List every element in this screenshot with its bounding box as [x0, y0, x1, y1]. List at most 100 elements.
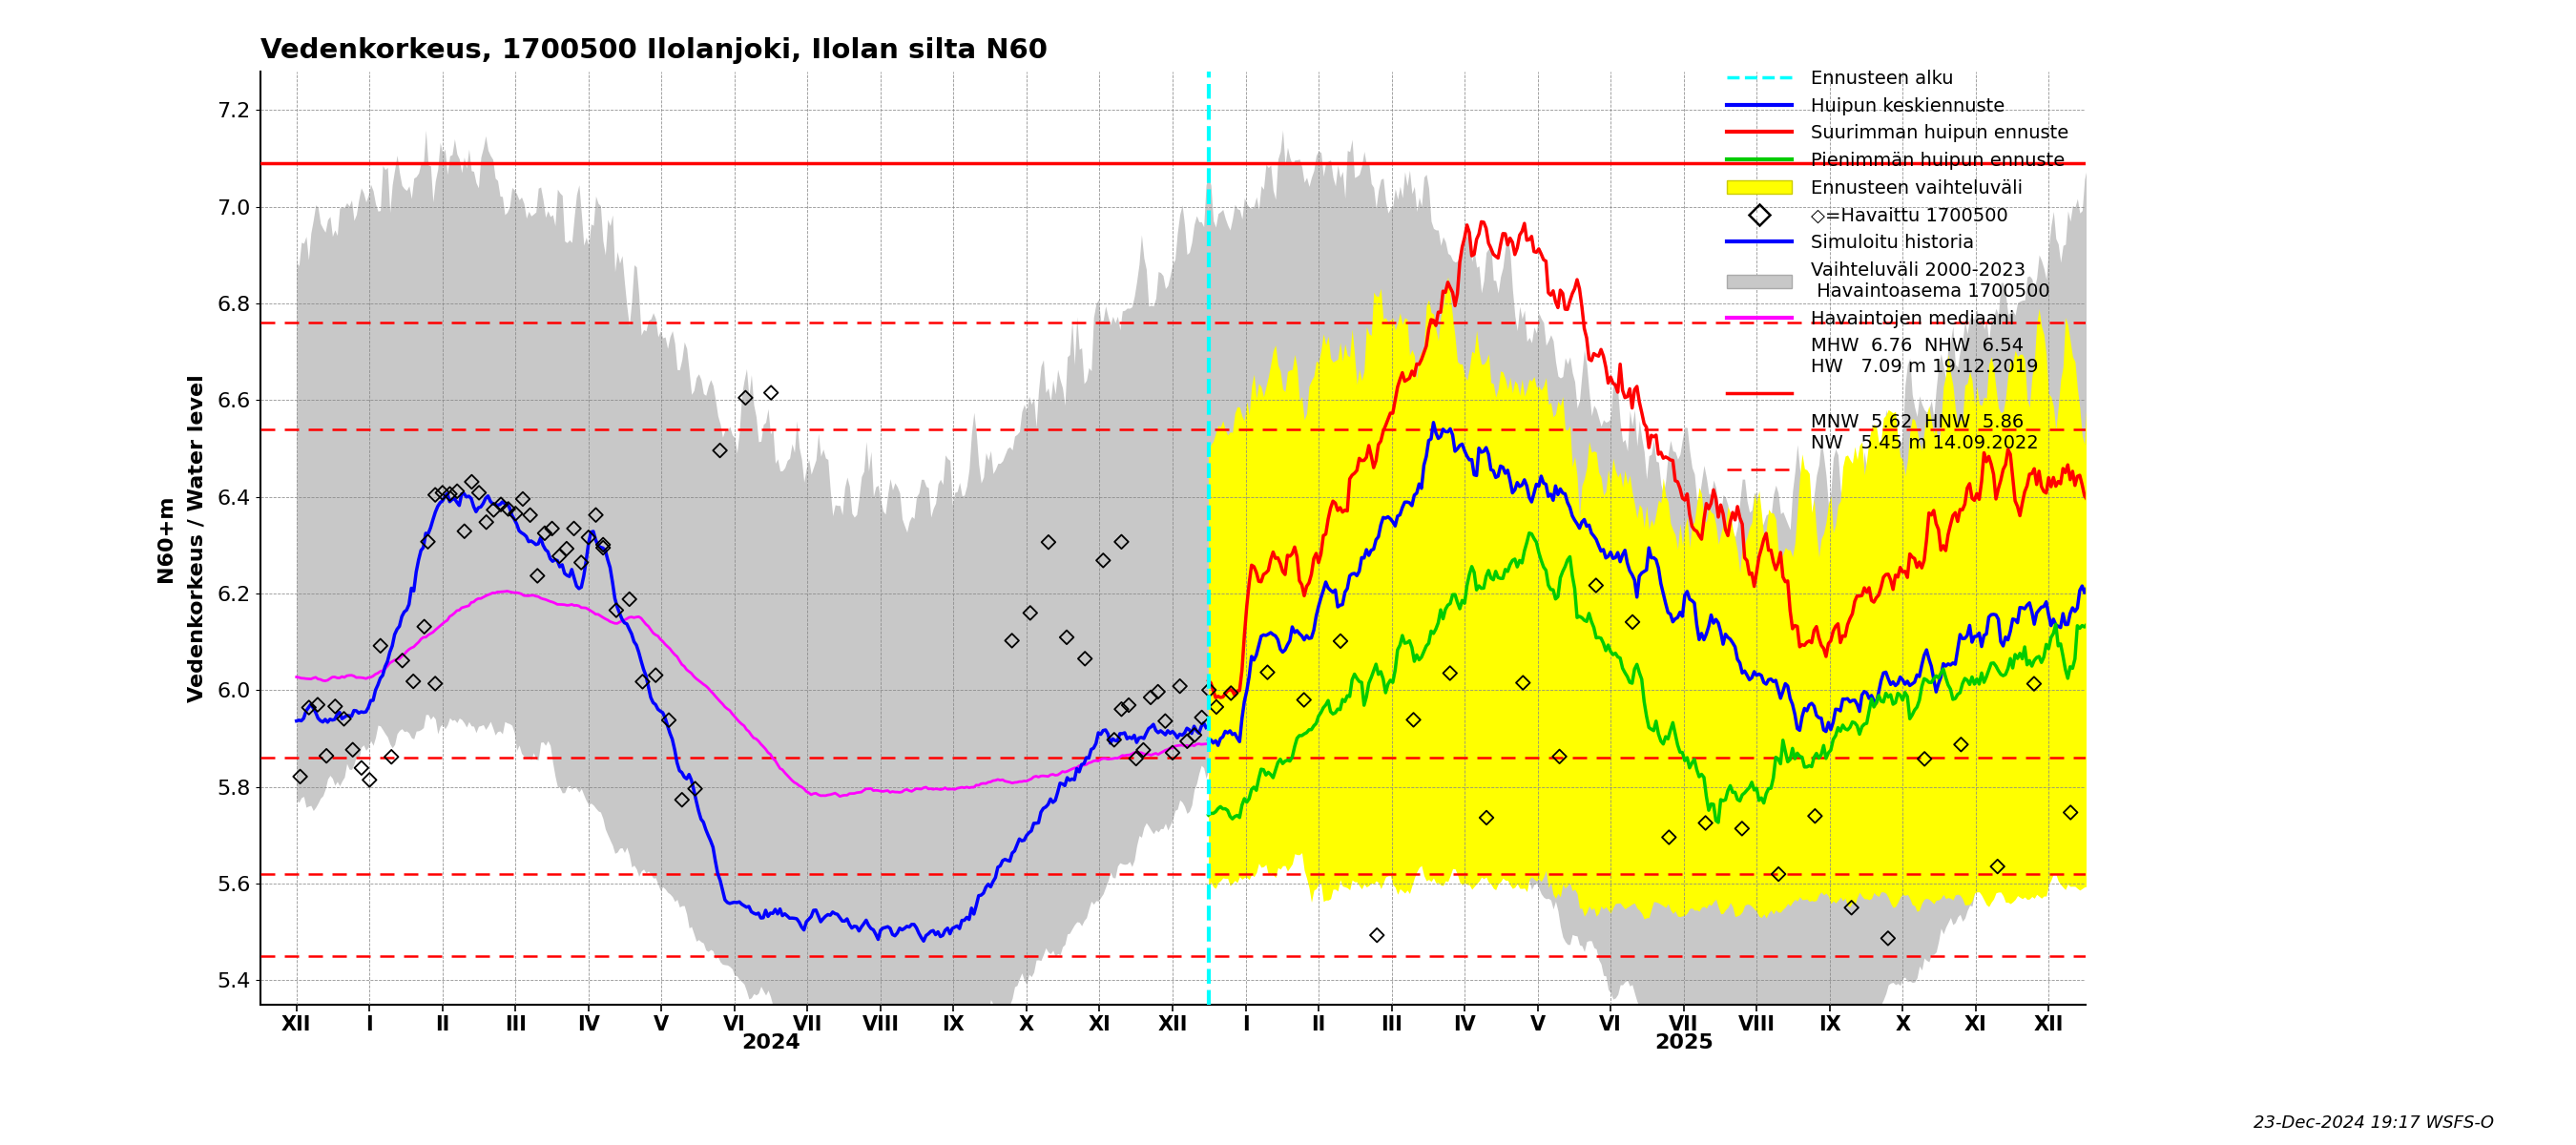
- Point: [479, 496, 520, 514]
- Point: [1139, 682, 1180, 701]
- Point: [1123, 741, 1164, 759]
- Point: [1151, 743, 1193, 761]
- Point: [531, 520, 572, 538]
- Point: [1721, 820, 1762, 838]
- Point: [422, 483, 464, 502]
- Point: [487, 500, 528, 519]
- Point: [502, 490, 544, 508]
- Point: [415, 674, 456, 693]
- Point: [595, 601, 636, 619]
- Point: [546, 539, 587, 558]
- Point: [495, 505, 536, 523]
- Point: [1064, 649, 1105, 668]
- Point: [1538, 748, 1579, 766]
- Text: Vedenkorkeus, 1700500 Ilolanjoki, Ilolan silta N60: Vedenkorkeus, 1700500 Ilolanjoki, Ilolan…: [260, 37, 1046, 64]
- Point: [1247, 663, 1288, 681]
- Point: [582, 536, 623, 554]
- Point: [404, 617, 446, 635]
- Point: [510, 506, 551, 524]
- Point: [1832, 899, 1873, 917]
- Point: [443, 522, 484, 540]
- Point: [1100, 532, 1141, 551]
- Point: [518, 567, 559, 585]
- Point: [698, 441, 739, 459]
- Point: [1131, 688, 1172, 706]
- Point: [554, 520, 595, 538]
- Point: [435, 482, 477, 500]
- Point: [1159, 677, 1200, 695]
- Point: [1010, 603, 1051, 622]
- Point: [523, 524, 564, 543]
- Point: [348, 771, 389, 789]
- Point: [675, 780, 716, 798]
- Point: [296, 695, 337, 713]
- Point: [1868, 929, 1909, 947]
- Point: [1100, 700, 1141, 718]
- Point: [1175, 726, 1216, 744]
- Point: [1319, 632, 1360, 650]
- Point: [1195, 697, 1236, 716]
- Point: [1182, 709, 1224, 727]
- Point: [1430, 664, 1471, 682]
- Point: [1046, 629, 1087, 647]
- Point: [1095, 731, 1136, 749]
- Point: [608, 590, 649, 608]
- Point: [415, 485, 456, 504]
- Point: [992, 631, 1033, 649]
- Point: [562, 553, 603, 571]
- Point: [340, 759, 381, 777]
- Point: [1976, 858, 2017, 876]
- Point: [381, 652, 422, 670]
- Point: [1394, 711, 1435, 729]
- Legend: Ennusteen alku, Huipun keskiennuste, Suurimman huipun ennuste, Pienimmän huipun : Ennusteen alku, Huipun keskiennuste, Suu…: [1721, 62, 2076, 487]
- Point: [325, 710, 366, 728]
- Point: [582, 538, 623, 556]
- Point: [1108, 696, 1149, 714]
- Point: [574, 506, 616, 524]
- Point: [567, 528, 608, 546]
- Point: [621, 672, 662, 690]
- Point: [361, 637, 402, 655]
- Point: [407, 532, 448, 551]
- Point: [2050, 804, 2092, 822]
- Text: 2024: 2024: [742, 1034, 801, 1052]
- Point: [1649, 828, 1690, 846]
- Point: [636, 666, 677, 685]
- Point: [371, 748, 412, 766]
- Point: [1795, 807, 1837, 826]
- Point: [538, 547, 580, 566]
- Point: [1283, 690, 1324, 709]
- Point: [750, 384, 791, 402]
- Point: [307, 747, 348, 765]
- Point: [1188, 681, 1229, 700]
- Point: [1028, 532, 1069, 551]
- Y-axis label: N60+m
Vedenkorkeus / Water level: N60+m Vedenkorkeus / Water level: [157, 374, 206, 702]
- Point: [314, 697, 355, 716]
- Point: [1211, 684, 1252, 702]
- Point: [1940, 735, 1981, 753]
- Point: [649, 711, 690, 729]
- Point: [289, 698, 330, 717]
- Point: [1466, 808, 1507, 827]
- Point: [1502, 673, 1543, 692]
- Point: [459, 483, 500, 502]
- Point: [474, 500, 515, 519]
- Point: [1757, 864, 1798, 883]
- Text: 2025: 2025: [1654, 1034, 1713, 1052]
- Point: [392, 672, 433, 690]
- Text: 23-Dec-2024 19:17 WSFS-O: 23-Dec-2024 19:17 WSFS-O: [2254, 1114, 2494, 1131]
- Point: [1904, 750, 1945, 768]
- Point: [1358, 926, 1399, 945]
- Point: [1082, 551, 1123, 569]
- Point: [1613, 613, 1654, 631]
- Point: [1167, 732, 1208, 750]
- Point: [1577, 576, 1618, 594]
- Point: [724, 388, 765, 406]
- Point: [451, 473, 492, 491]
- Point: [430, 484, 471, 503]
- Point: [1685, 814, 1726, 832]
- Point: [662, 790, 703, 808]
- Point: [281, 767, 322, 785]
- Point: [1144, 712, 1185, 731]
- Point: [332, 741, 374, 759]
